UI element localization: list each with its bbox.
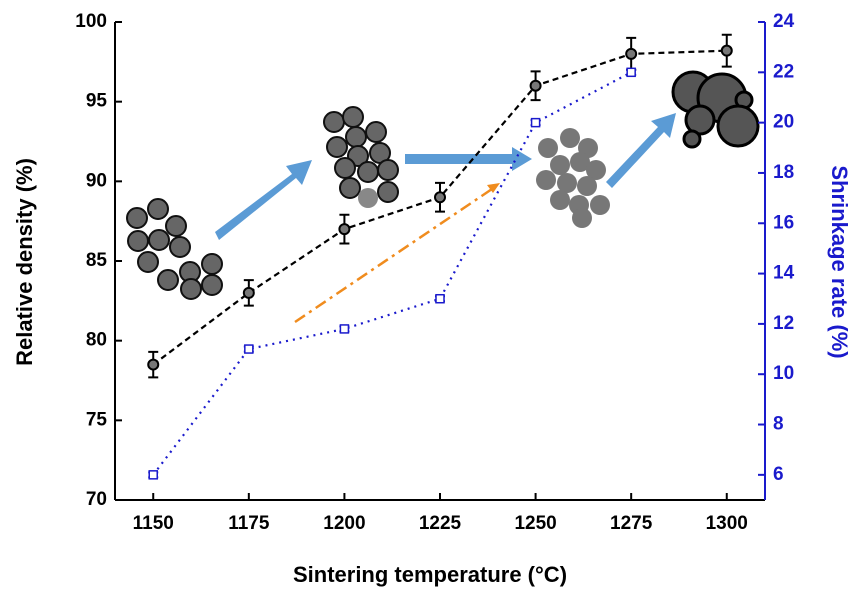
illustration bbox=[126, 70, 760, 324]
x-axis-label: Sintering temperature (°C) bbox=[293, 562, 567, 587]
y2-axis-label: Shrinkage rate (%) bbox=[827, 165, 852, 358]
y-tick-label: 85 bbox=[86, 250, 108, 271]
data-point bbox=[530, 117, 541, 128]
particle-cluster-packed bbox=[323, 106, 399, 208]
y-tick-label: 100 bbox=[75, 11, 107, 32]
data-point bbox=[529, 79, 542, 92]
y-axis-label: Relative density (%) bbox=[12, 158, 37, 366]
process-arrows bbox=[215, 113, 676, 240]
x-tick-label: 1175 bbox=[228, 513, 270, 534]
x-tick-label: 1300 bbox=[706, 513, 748, 534]
data-point bbox=[720, 44, 733, 57]
y2-tick-label: 14 bbox=[773, 263, 795, 284]
y2-tick-label: 22 bbox=[773, 61, 794, 82]
y-tick-label: 70 bbox=[86, 489, 107, 510]
data-point bbox=[242, 286, 255, 299]
x-tick-label: 1225 bbox=[419, 513, 462, 534]
y2-tick-label: 20 bbox=[773, 112, 794, 133]
y2-tick-label: 12 bbox=[773, 313, 794, 334]
trend-arrow bbox=[294, 183, 500, 324]
x-tick-label: 1275 bbox=[610, 513, 653, 534]
particle-cluster-grown bbox=[671, 70, 760, 149]
particle-cluster-necking bbox=[536, 128, 610, 228]
x-tick-label: 1250 bbox=[514, 513, 556, 534]
data-point bbox=[147, 358, 160, 371]
y-tick-label: 75 bbox=[86, 409, 108, 430]
data-point bbox=[626, 67, 636, 78]
particle-cluster-loose bbox=[126, 198, 223, 300]
y2-tick-label: 18 bbox=[773, 162, 794, 183]
series-line bbox=[152, 71, 632, 476]
y-tick-label: 95 bbox=[86, 91, 108, 112]
x-tick-label: 1150 bbox=[133, 513, 174, 534]
y2-tick-label: 10 bbox=[773, 363, 794, 384]
y-tick-label: 80 bbox=[86, 330, 107, 351]
y-tick-label: 90 bbox=[86, 170, 107, 191]
data-point bbox=[625, 47, 638, 60]
data-point bbox=[148, 470, 158, 480]
data-point bbox=[244, 344, 254, 354]
y2-tick-label: 6 bbox=[773, 464, 784, 485]
data-point bbox=[434, 191, 446, 204]
data-point bbox=[435, 293, 445, 304]
y2-tick-label: 16 bbox=[773, 212, 794, 233]
data-point bbox=[338, 223, 351, 236]
y2-tick-label: 8 bbox=[773, 414, 784, 435]
x-tick-label: 1200 bbox=[323, 513, 365, 534]
y2-tick-label: 24 bbox=[773, 11, 795, 32]
data-point bbox=[339, 324, 350, 334]
